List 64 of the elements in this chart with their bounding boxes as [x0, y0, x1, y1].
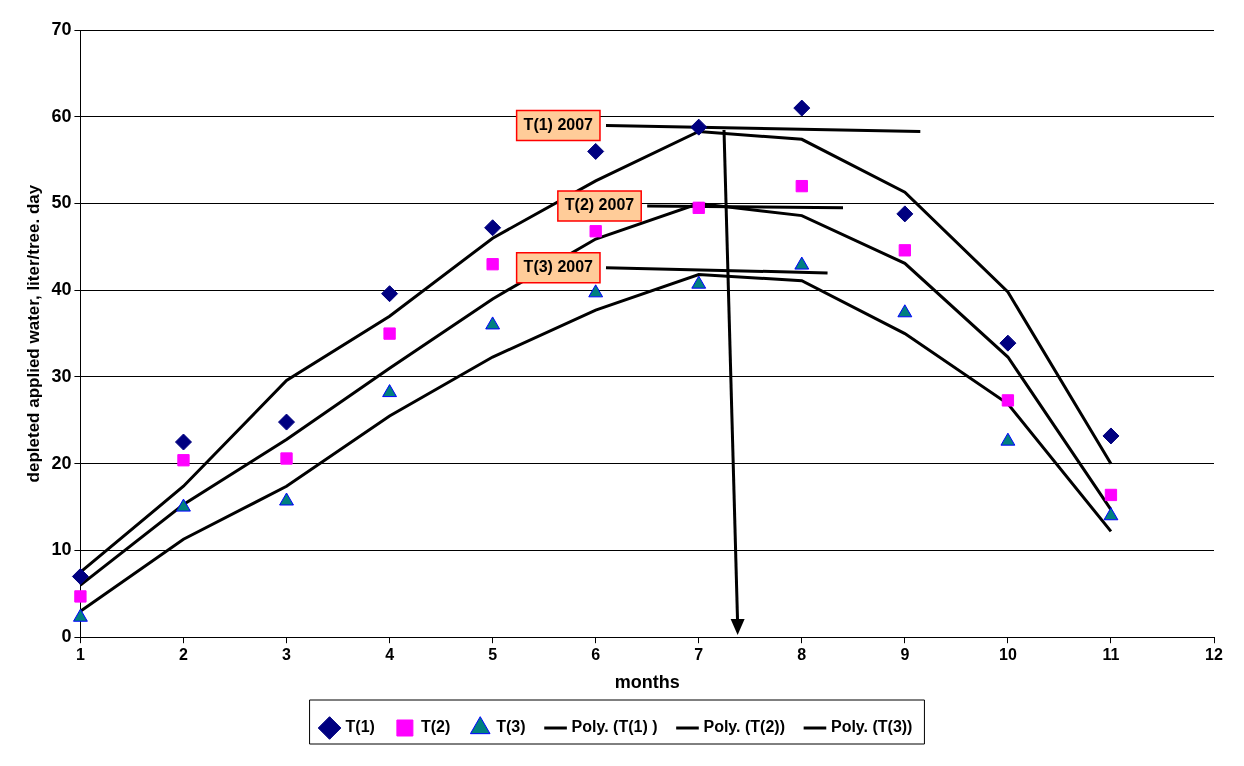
legend-label: Poly. (T(3)): [830, 718, 913, 736]
point: [794, 256, 810, 270]
point: [1104, 488, 1118, 502]
point: [690, 118, 708, 136]
x-tick-label: 2: [179, 646, 189, 664]
legend-label: Poly. (T(1) ): [571, 718, 658, 736]
x-tick-label: 5: [488, 646, 498, 664]
y-tick-label: 10: [51, 539, 72, 560]
point: [177, 454, 190, 467]
y-axis-title: depleted applied water, liter/tree. day: [23, 184, 43, 483]
annotation: T(2) 2007: [564, 196, 635, 214]
x-tick-label: 3: [282, 646, 292, 664]
point: [280, 452, 293, 465]
point: [1103, 507, 1119, 521]
point: [484, 219, 502, 237]
y-tick-label: 70: [51, 18, 72, 39]
y-tick-label: 40: [51, 279, 72, 300]
legend-label: T(2): [420, 718, 451, 736]
x-tick-label: 4: [385, 646, 395, 664]
x-tick-label: 1: [75, 646, 85, 664]
point: [72, 608, 88, 622]
point: [278, 413, 296, 431]
point: [383, 327, 396, 340]
x-tick-label: 11: [1102, 646, 1120, 664]
point: [587, 142, 605, 160]
point: [71, 567, 89, 585]
point: [999, 334, 1017, 352]
point: [382, 384, 398, 398]
point: [174, 433, 192, 451]
point: [692, 201, 705, 214]
legend-label: T(3): [496, 718, 526, 736]
point: [1102, 427, 1120, 445]
point: [1001, 394, 1015, 407]
point: [1000, 432, 1016, 446]
annotation: T(1) 2007: [523, 115, 594, 133]
y-tick-label: 50: [51, 192, 72, 213]
x-tick-label: 9: [900, 646, 910, 664]
point: [793, 99, 811, 117]
point: [691, 275, 707, 289]
x-tick-label: 10: [999, 646, 1017, 664]
point: [485, 316, 501, 330]
legend-label: Poly. (T(2)): [703, 718, 785, 736]
y-tick-label: 20: [51, 452, 72, 473]
point: [898, 244, 911, 257]
point: [279, 492, 294, 506]
x-tick-label: 12: [1205, 646, 1223, 664]
point: [589, 225, 602, 238]
point: [486, 258, 499, 271]
point: [588, 284, 604, 298]
x-axis-title: months: [614, 672, 680, 693]
point: [795, 179, 808, 193]
point: [74, 590, 87, 603]
point: [896, 205, 914, 223]
point: [381, 285, 399, 303]
point: [176, 498, 191, 512]
legend-label: T(1): [345, 718, 375, 736]
y-tick-label: 60: [51, 105, 72, 126]
x-tick-label: 7: [694, 646, 704, 664]
x-tick-label: 8: [797, 646, 807, 664]
point: [897, 304, 913, 318]
annotation: T(3) 2007: [523, 258, 594, 276]
y-tick-label: 30: [51, 365, 72, 386]
x-tick-label: 6: [591, 646, 601, 664]
y-tick-label: 0: [61, 626, 72, 647]
